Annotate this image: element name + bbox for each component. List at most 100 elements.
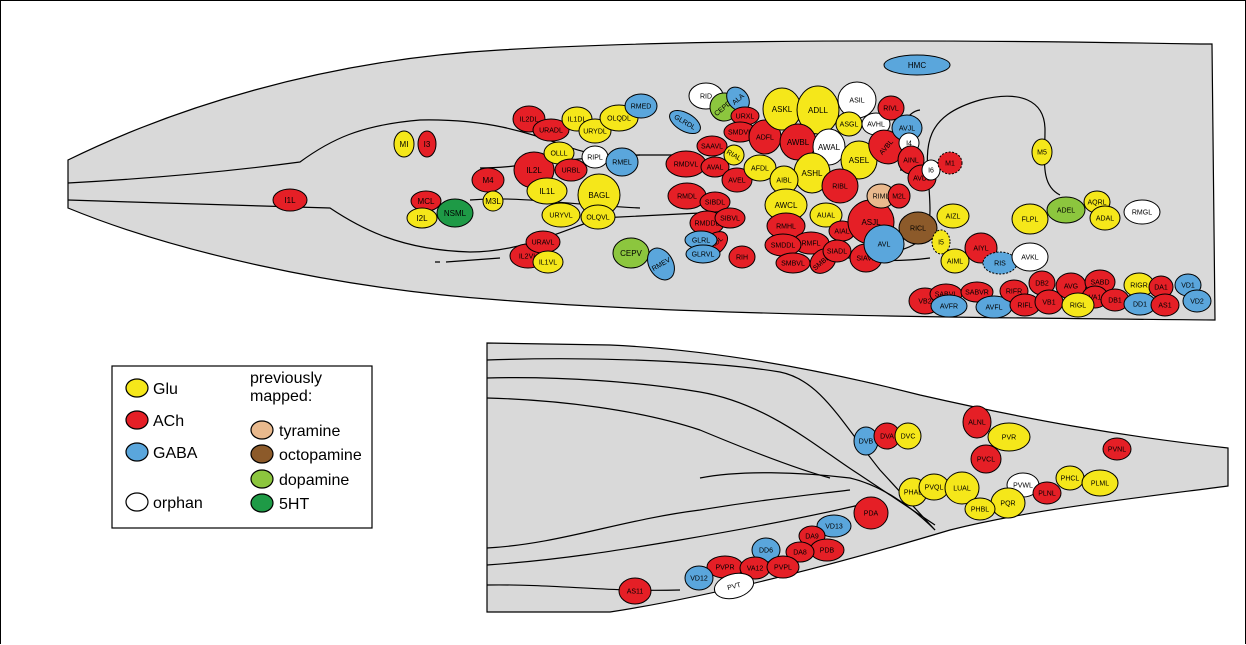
- neuron-cell: [1102, 437, 1132, 461]
- neuron-label: BAGL: [588, 191, 610, 200]
- neuron-i2l: I2L: [406, 207, 438, 229]
- neuron-label: SIBVL: [720, 215, 740, 222]
- neuron-cell: [785, 541, 815, 563]
- neuron-rial: RIAL: [723, 144, 745, 166]
- neuron-label: AVAL: [707, 164, 724, 171]
- neuron-adll: ADLL: [796, 85, 840, 135]
- neuron-label: DVA: [880, 433, 894, 440]
- neuron-cell: [877, 95, 905, 121]
- neuron-label: ASKL: [772, 105, 793, 114]
- neuron-label: RIGL: [1070, 302, 1086, 309]
- neuron-label: RIBL: [832, 183, 848, 190]
- neuron-uradl: URADL: [532, 118, 570, 142]
- neuron-olqvl: OLQVL: [580, 204, 616, 230]
- neuron-label: RMHL: [776, 223, 796, 230]
- neuron-i3: I3: [417, 130, 437, 158]
- neuron-label: AVG: [1064, 283, 1078, 290]
- neuron-label: DA8: [793, 549, 807, 556]
- neuron-cell: [624, 93, 658, 119]
- neuron-asgl: ASGL: [835, 111, 863, 137]
- legend-swatch: [250, 469, 274, 489]
- neuron-label: FLPL: [1022, 216, 1039, 223]
- neuron-rmdvl: RMDVL: [665, 150, 707, 178]
- neuron-label: PHBL: [971, 506, 989, 513]
- neuron-label: AIBL: [776, 177, 791, 184]
- neuron-label: PQR: [1000, 500, 1015, 507]
- neuron-label: IL1L: [539, 187, 555, 196]
- legend-label: tyramine: [279, 423, 340, 440]
- neuron-smdvl: SMDVL: [723, 121, 757, 143]
- neuron-label: I2L: [416, 214, 428, 223]
- neuron-label: RIS: [994, 260, 1006, 267]
- neuron-label: PVPR: [715, 564, 734, 571]
- neuron-label: PDA: [864, 510, 879, 517]
- neuron-rmgl: RMGL: [1123, 199, 1161, 225]
- neuron-label: OLQVL: [586, 214, 609, 221]
- neuron-ribl: RIBL: [821, 168, 859, 204]
- neuron-label: RID: [700, 93, 712, 100]
- neuron-cell: [714, 207, 746, 229]
- neuron-cell: [821, 168, 859, 204]
- neuron-label: RIML: [873, 193, 890, 200]
- neuron-label: I6: [928, 167, 934, 174]
- legend-swatch: [125, 378, 149, 398]
- neuron-vd13: VD13: [816, 514, 852, 538]
- neuron-vd12: VD12: [684, 565, 714, 591]
- neuron-m3l: M3L: [482, 190, 504, 212]
- neuron-pvnl: PVNL: [1102, 437, 1132, 461]
- legend-swatch: [125, 410, 149, 430]
- neuron-rmed: RMED: [624, 93, 658, 119]
- neuron-label: M2L: [892, 193, 906, 200]
- neuron-label: PVQL: [925, 484, 944, 491]
- neuron-avkl: AVKL: [1011, 242, 1049, 272]
- neuron-awcl: AWCL: [764, 188, 808, 222]
- neuron-cell: [685, 244, 721, 264]
- neuron-label: ASHL: [802, 169, 823, 178]
- neuron-cell: [1031, 138, 1053, 166]
- neuron-cell: [944, 471, 980, 505]
- legend-item-gaba: GABA: [125, 442, 198, 462]
- neuron-label: OLQDL: [607, 115, 631, 122]
- neuron-avl: AVL: [863, 224, 905, 264]
- neuron-label: AINL: [903, 157, 919, 164]
- neuron-aibl: AIBL: [769, 165, 799, 195]
- legend-item-ach: ACh: [125, 410, 184, 430]
- neuron-label: M5: [1037, 149, 1047, 156]
- neuron-avel: AVEL: [721, 167, 753, 193]
- legend-swatch: [125, 442, 149, 462]
- neuron-pqr: PQR: [990, 487, 1026, 519]
- neuron-cell: [684, 565, 714, 591]
- neuron-label: ADAL: [1096, 215, 1114, 222]
- neuron-dvc: DVC: [894, 422, 922, 450]
- neuron-label: PVPL: [774, 564, 792, 571]
- neuron-label: RMDDL: [695, 220, 720, 227]
- neuron-mi: MI: [393, 130, 415, 158]
- neuron-adal: ADAL: [1089, 205, 1121, 231]
- neuron-label: CEPV: [620, 249, 642, 258]
- neuron-smbvl: SMBVL: [775, 252, 811, 274]
- legend-item-orphan: orphan: [125, 492, 203, 512]
- neuron-pvql: PVQL: [918, 473, 950, 501]
- legend-previous-title: mapped:: [250, 388, 312, 405]
- neuron-il1l: IL1L: [526, 177, 568, 205]
- neuron-cell: [964, 497, 996, 521]
- neuron-label: DVC: [901, 433, 916, 440]
- neuron-rmel: RMEL: [605, 147, 639, 177]
- legend-item-octopamine: octopamine: [250, 444, 362, 464]
- neuron-m5: M5: [1031, 138, 1053, 166]
- neuron-aval: AVAL: [700, 156, 730, 178]
- neuron-label: DA1: [1154, 284, 1168, 291]
- neuron-label: URYVL: [549, 212, 572, 219]
- neuron-aizl: AIZL: [936, 203, 970, 229]
- neuron-label: IL2DL: [520, 116, 539, 123]
- neuron-label: RMEL: [612, 159, 632, 166]
- neuron-m4: M4: [471, 167, 505, 193]
- neuron-label: VA1: [1089, 294, 1102, 301]
- neuron-nsml: NSML: [436, 198, 474, 228]
- legend-item-dopamine: dopamine: [250, 469, 349, 489]
- legend-label: Glu: [153, 381, 178, 398]
- neuron-uryvl: URYVL: [541, 202, 581, 228]
